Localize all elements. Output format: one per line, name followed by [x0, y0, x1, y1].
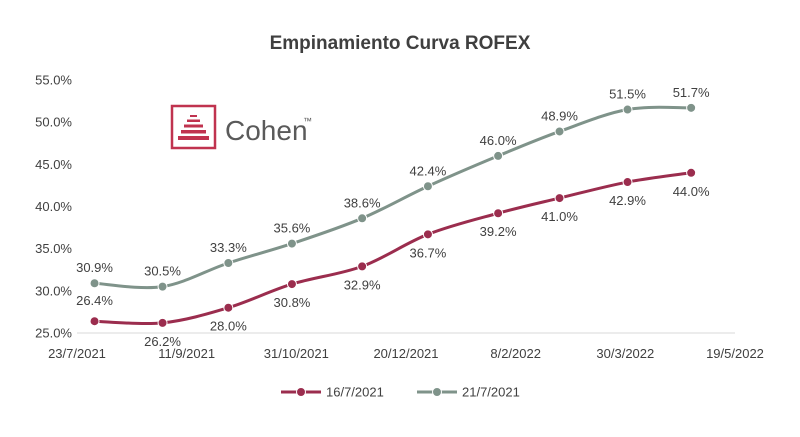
data-point: [554, 193, 565, 204]
data-label: 41.0%: [541, 209, 578, 224]
x-tick-label: 23/7/2021: [48, 346, 106, 361]
data-label: 51.5%: [609, 87, 646, 102]
data-label: 32.9%: [344, 277, 381, 292]
data-point: [223, 302, 234, 313]
data-label: 39.2%: [480, 224, 517, 239]
data-label: 33.3%: [210, 240, 247, 255]
data-point: [622, 104, 633, 115]
data-label: 35.6%: [274, 221, 311, 236]
data-point: [493, 150, 504, 161]
chart-title: Empinamiento Curva ROFEX: [270, 33, 531, 54]
data-point: [554, 126, 565, 137]
data-label: 51.7%: [673, 85, 710, 100]
series-0: 26.4% 26.2% 28.0% 30.8% 32.9% 36.7% 39.2% 41.0%…: [76, 167, 710, 349]
data-label: 42.4%: [409, 163, 446, 178]
series-layer: 26.4% 26.2% 28.0% 30.8% 32.9% 36.7% 39.2% 41.0%…: [76, 85, 710, 349]
legend-item: 21/7/2021: [417, 385, 520, 400]
data-point: [223, 258, 234, 269]
y-tick-label: 40.0%: [35, 199, 72, 214]
data-point: [422, 229, 433, 240]
series-line: [93, 105, 693, 290]
data-point: [157, 281, 168, 292]
data-label: 38.6%: [344, 195, 381, 210]
data-label: 36.7%: [409, 245, 446, 260]
data-point: [89, 316, 100, 327]
x-tick-label: 11/9/2021: [158, 346, 215, 361]
data-label: 44.0%: [673, 184, 710, 199]
x-tick-label: 8/2/2022: [490, 346, 541, 361]
legend-label: 21/7/2021: [462, 385, 520, 400]
data-label: 26.2%: [144, 334, 181, 349]
cohen-logo-text: Cohen: [225, 115, 308, 146]
y-tick-label: 55.0%: [35, 73, 72, 88]
y-tick-label: 25.0%: [35, 326, 72, 341]
y-tick-label: 30.0%: [35, 283, 72, 298]
data-point: [493, 208, 504, 219]
y-tick-label: 45.0%: [35, 157, 72, 172]
cohen-logo-icon: [170, 104, 217, 150]
data-point: [622, 177, 633, 188]
cohen-logo-trademark: ™: [303, 116, 312, 126]
data-point: [686, 102, 697, 113]
x-axis: 23/7/2021 11/9/2021 31/10/2021 20/12/2021 8/…: [48, 346, 764, 361]
x-tick-label: 19/5/2022: [706, 346, 764, 361]
y-axis: 25.0% 30.0% 35.0% 40.0% 45.0% 50.0% 55.0%: [35, 73, 72, 341]
x-tick-label: 20/12/2021: [373, 346, 438, 361]
data-point: [89, 278, 100, 289]
legend-swatch-marker: [296, 387, 306, 397]
data-point: [357, 261, 368, 272]
series-line: [93, 171, 693, 326]
cohen-logo: Cohen ™: [170, 104, 312, 150]
series-1: 30.9% 30.5% 33.3% 35.6% 38.6% 42.4% 46.0% 48.9%…: [76, 85, 710, 292]
data-point: [286, 279, 297, 290]
data-label: 26.4%: [76, 293, 113, 308]
legend-swatch-marker: [432, 387, 442, 397]
legend-label: 16/7/2021: [326, 385, 384, 400]
data-label: 30.9%: [76, 260, 113, 275]
data-point: [286, 238, 297, 249]
y-tick-label: 50.0%: [35, 115, 72, 130]
data-label: 30.5%: [144, 264, 181, 279]
x-tick-label: 31/10/2021: [264, 346, 329, 361]
data-point: [422, 181, 433, 192]
y-tick-label: 35.0%: [35, 241, 72, 256]
legend-item: 16/7/2021: [281, 385, 384, 400]
legend: 16/7/2021 21/7/2021: [281, 385, 520, 400]
data-point: [686, 167, 697, 178]
data-label: 46.0%: [480, 133, 517, 148]
data-point: [357, 213, 368, 224]
data-point: [157, 317, 168, 328]
x-tick-label: 30/3/2022: [596, 346, 654, 361]
data-label: 48.9%: [541, 108, 578, 123]
data-label: 42.9%: [609, 193, 646, 208]
data-label: 30.8%: [274, 295, 311, 310]
data-label: 28.0%: [210, 319, 247, 334]
